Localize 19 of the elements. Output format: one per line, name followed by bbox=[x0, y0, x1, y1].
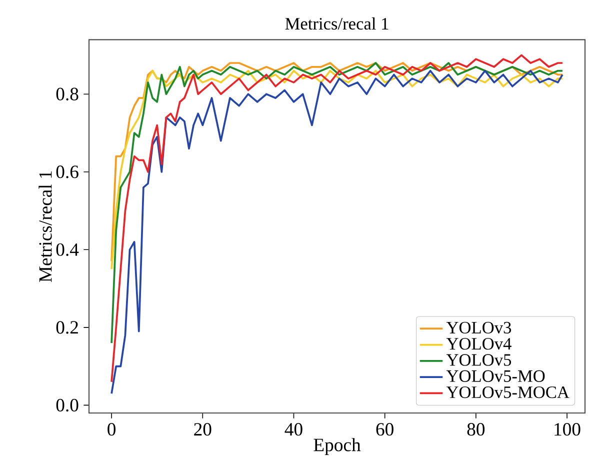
x-tick-label: 0 bbox=[108, 423, 116, 436]
x-tick-label: 100 bbox=[554, 423, 580, 436]
x-tick-label: 80 bbox=[467, 423, 485, 436]
y-axis-title: Metrics/recal 1 bbox=[38, 171, 52, 282]
legend-label: YOLOv5-MO bbox=[446, 370, 545, 382]
chart-title: Metrics/recal 1 bbox=[285, 17, 388, 30]
legend-label: YOLOv3 bbox=[446, 322, 512, 334]
y-tick-label: 0.2 bbox=[56, 321, 78, 334]
y-tick-label: 0.4 bbox=[56, 243, 79, 256]
y-tick-label: 0.8 bbox=[56, 88, 78, 100]
x-axis-title: Epoch bbox=[314, 438, 361, 456]
x-tick-label: 40 bbox=[284, 423, 302, 436]
y-tick-label: 0.0 bbox=[56, 398, 78, 412]
x-tick-label: 60 bbox=[376, 423, 394, 436]
legend-label: YOLOv4 bbox=[446, 338, 512, 350]
legend-label: YOLOv5-MOCA bbox=[446, 386, 570, 398]
y-tick-label: 0.6 bbox=[56, 166, 78, 178]
x-tick-label: 20 bbox=[194, 423, 212, 436]
legend-label: YOLOv5 bbox=[446, 354, 512, 366]
